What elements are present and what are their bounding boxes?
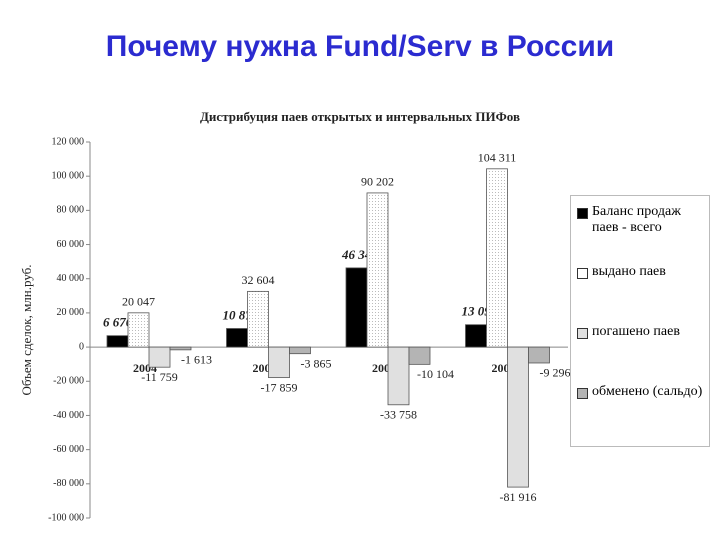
y-tick-label: 80 000: [57, 205, 85, 216]
y-tick-label: 100 000: [52, 170, 85, 181]
data-label: -1 613: [181, 353, 212, 367]
bar: [408, 346, 431, 365]
legend: Баланс продаж паев - всего выдано паев пог…: [570, 195, 710, 447]
data-label: -81 916: [500, 490, 537, 504]
y-tick-label: 20 000: [57, 307, 85, 318]
y-tick-label: -20 000: [53, 376, 84, 387]
y-tick-label: -60 000: [53, 444, 84, 455]
y-tick-label: -40 000: [53, 410, 84, 421]
legend-item: Баланс продаж паев - всего: [577, 204, 703, 264]
data-label: -11 759: [141, 370, 178, 384]
data-label: -17 859: [261, 380, 298, 394]
legend-swatch: [577, 328, 588, 339]
chart-title: Дистрибуция паев открытых и интервальных…: [200, 109, 520, 124]
legend-swatch: [577, 388, 588, 399]
bar: [486, 168, 508, 348]
bar: [345, 267, 368, 348]
bar: [127, 312, 150, 348]
bar: [507, 346, 529, 488]
legend-swatch: [577, 208, 588, 219]
y-tick-label: -100 000: [48, 512, 84, 523]
legend-label: выдано паев: [592, 264, 666, 279]
bar: [169, 346, 192, 351]
data-label: 20 047: [122, 295, 155, 309]
bar: [366, 192, 389, 348]
legend-label: обменено (сальдо): [592, 384, 703, 399]
legend-item: обменено (сальдо): [577, 384, 703, 444]
bar: [148, 346, 171, 368]
slide-title: Почему нужна Fund/Serv в России: [105, 30, 615, 63]
data-label: -3 865: [301, 356, 332, 370]
y-tick-label: 40 000: [57, 273, 85, 284]
data-label: 104 311: [478, 151, 517, 165]
y-axis-label: Объем сделок, млн.руб.: [19, 264, 34, 395]
data-label: 32 604: [242, 273, 275, 287]
legend-item: выдано паев: [577, 264, 703, 324]
bar: [289, 346, 311, 355]
legend-item: погашено паев: [577, 324, 703, 384]
bar: [268, 346, 290, 379]
bar: [528, 346, 550, 364]
bar: [106, 335, 129, 348]
bar: [247, 290, 269, 348]
y-tick-label: 0: [79, 341, 84, 352]
data-label: -9 296: [540, 366, 571, 380]
bar: [465, 324, 487, 348]
data-label: -33 758: [380, 408, 417, 422]
y-tick-label: 60 000: [57, 239, 85, 250]
data-label: 6 676: [103, 315, 133, 330]
y-tick-label: 120 000: [52, 136, 85, 147]
data-label: 90 202: [361, 175, 394, 189]
legend-label: погашено паев: [592, 324, 680, 339]
y-tick-label: -80 000: [53, 478, 84, 489]
bar: [226, 328, 248, 348]
legend-label: Баланс продаж паев - всего: [592, 204, 681, 235]
legend-swatch: [577, 268, 588, 279]
data-label: -10 104: [417, 367, 454, 381]
bar: [387, 346, 410, 406]
